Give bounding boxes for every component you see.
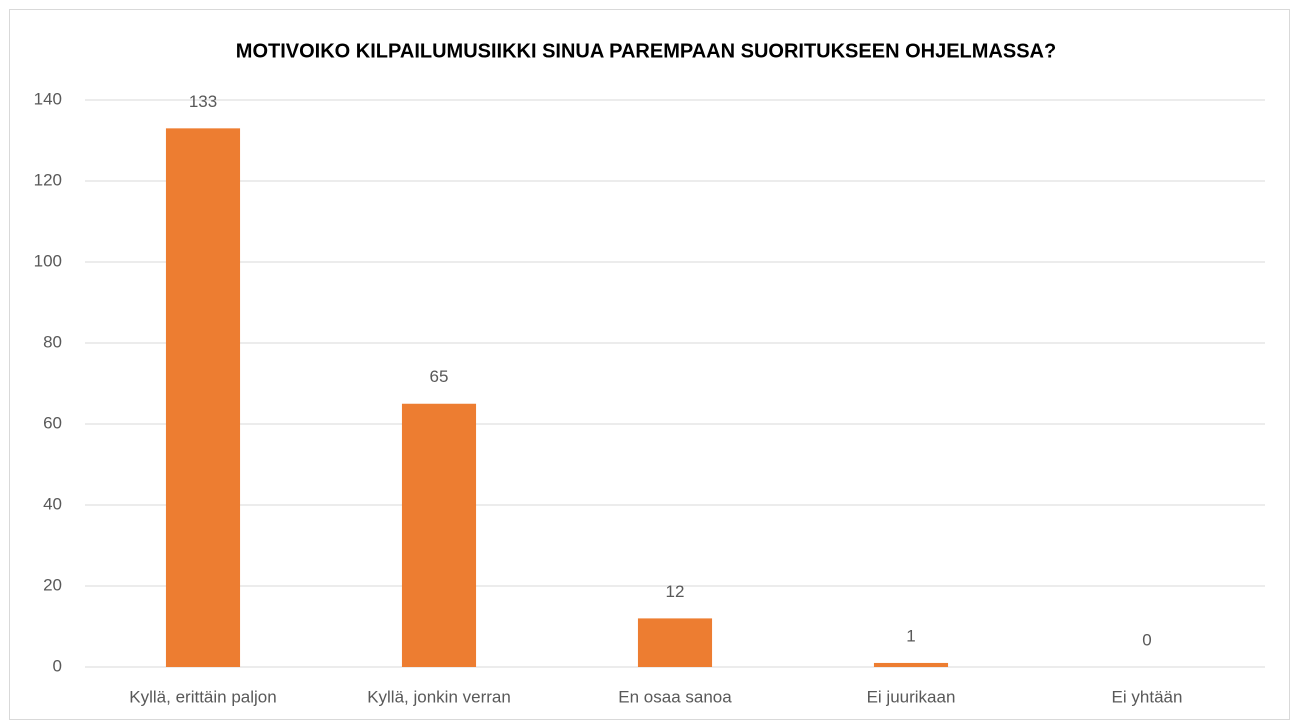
x-tick-label: Kyllä, erittäin paljon bbox=[129, 687, 276, 706]
y-tick-label: 140 bbox=[34, 89, 62, 108]
data-label: 133 bbox=[189, 92, 217, 111]
data-label: 65 bbox=[430, 367, 449, 386]
data-label: 1 bbox=[906, 626, 915, 645]
data-label: 0 bbox=[1142, 630, 1151, 649]
x-tick-label: En osaa sanoa bbox=[618, 687, 732, 706]
chart-title: MOTIVOIKO KILPAILUMUSIIKKI SINUA PAREMPA… bbox=[236, 40, 1056, 62]
y-tick-label: 0 bbox=[53, 656, 62, 675]
y-tick-label: 120 bbox=[34, 170, 62, 189]
y-tick-label: 60 bbox=[43, 413, 62, 432]
bar bbox=[637, 618, 713, 667]
y-tick-label: 20 bbox=[43, 575, 62, 594]
bar bbox=[873, 662, 949, 667]
y-tick-label: 40 bbox=[43, 494, 62, 513]
y-tick-label: 80 bbox=[43, 332, 62, 351]
bar bbox=[165, 128, 241, 668]
data-label: 12 bbox=[666, 582, 685, 601]
bar bbox=[401, 403, 477, 667]
x-tick-label: Ei juurikaan bbox=[867, 687, 956, 706]
x-tick-label: Kyllä, jonkin verran bbox=[367, 687, 511, 706]
y-tick-label: 100 bbox=[34, 251, 62, 270]
x-tick-label: Ei yhtään bbox=[1112, 687, 1183, 706]
